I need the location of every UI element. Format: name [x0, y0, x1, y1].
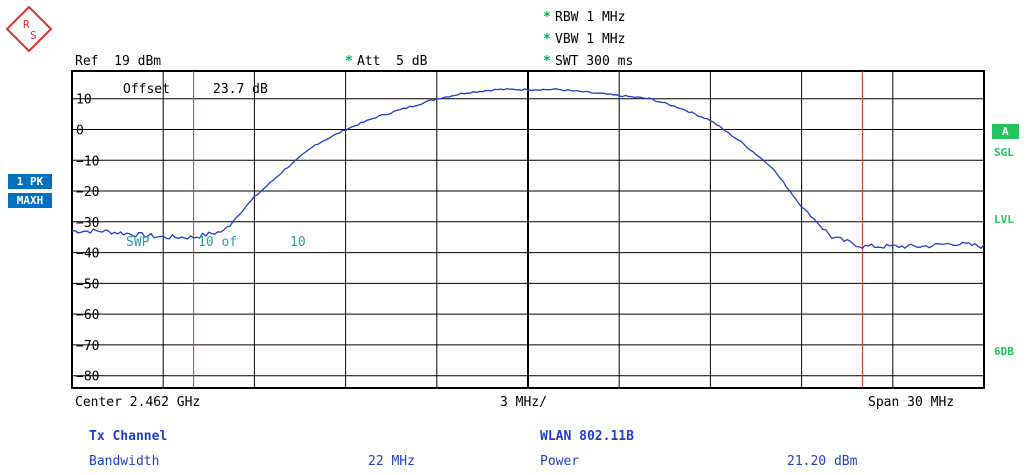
tx-channel-title: Tx Channel	[89, 429, 168, 444]
y-tick-label: −60	[76, 308, 99, 323]
y-tick-label: −50	[76, 277, 99, 292]
y-tick-label: 0	[76, 123, 84, 138]
rohde-schwarz-logo: R S	[6, 6, 52, 52]
channel-markers	[193, 71, 863, 388]
vbw-label: VBW 1 MHz	[555, 32, 626, 47]
svg-text:S: S	[30, 29, 37, 42]
power-label: Power	[540, 454, 580, 469]
y-tick-label: −40	[76, 247, 99, 262]
lvl-indicator: LVL	[994, 213, 1014, 226]
trace-detector-tag: 1 PK	[8, 174, 52, 189]
swt-label: SWT 300 ms	[555, 54, 634, 69]
sweep-count: 10 of	[198, 235, 238, 250]
frequency-per-division: 3 MHz/	[500, 395, 547, 410]
y-tick-label: −70	[76, 339, 99, 354]
sweep-label: SWP	[126, 235, 150, 250]
offset-value: 23.7 dB	[213, 82, 268, 97]
rbw-star: *	[543, 10, 551, 25]
svg-text:R: R	[23, 18, 30, 31]
sixdb-indicator: 6DB	[994, 345, 1014, 358]
y-tick-label: −80	[76, 370, 99, 385]
y-tick-label: 10	[76, 93, 92, 108]
y-tick-label: −20	[76, 185, 99, 200]
vbw-star: *	[543, 32, 551, 47]
standard-title: WLAN 802.11B	[540, 429, 634, 444]
att-star: *	[345, 54, 353, 69]
offset-label: Offset	[123, 82, 170, 97]
sgl-indicator: SGL	[994, 146, 1014, 159]
y-tick-label: −10	[76, 154, 99, 169]
rbw-label: RBW 1 MHz	[555, 10, 626, 25]
swt-star: *	[543, 54, 551, 69]
ref-level-label: Ref 19 dBm	[75, 54, 162, 69]
y-tick-label: −30	[76, 216, 99, 231]
trace-a-tag: A	[992, 124, 1019, 139]
y-tick-labels: 10 0 −10 −20 −30 −40 −50 −60 −70 −80	[76, 93, 99, 385]
bandwidth-value: 22 MHz	[368, 454, 415, 469]
span-label: Span 30 MHz	[868, 395, 955, 410]
power-value: 21.20 dBm	[787, 454, 858, 469]
sweep-total: 10	[290, 235, 306, 250]
spectrum-trace	[71, 88, 985, 250]
bandwidth-label: Bandwidth	[89, 454, 160, 469]
attenuation-label: Att 5 dB	[357, 54, 428, 69]
trace-mode-tag: MAXH	[8, 193, 52, 208]
chart-grid	[71, 70, 985, 389]
center-frequency: Center 2.462 GHz	[75, 395, 201, 410]
